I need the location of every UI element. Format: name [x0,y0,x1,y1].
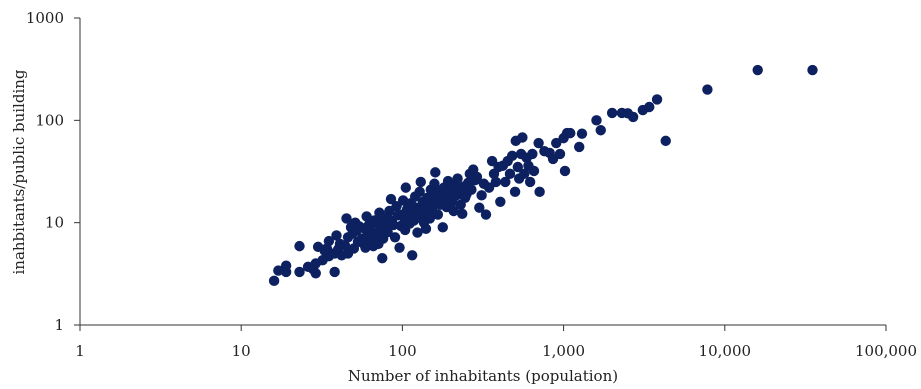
data-point [397,195,409,206]
data-point [576,128,588,139]
y-tick-label: 10 [45,214,64,232]
data-point [533,137,544,149]
data-point [752,64,763,76]
data-point [432,209,444,220]
data-point [507,150,518,162]
data-point [339,240,351,251]
data-point [504,168,516,180]
data-point [329,266,340,278]
data-point [385,193,397,205]
data-point [495,196,506,207]
data-point [591,115,602,126]
data-point [559,165,571,177]
data-point [457,208,468,220]
data-point [660,135,671,147]
data-point [490,176,502,188]
data-point [430,167,441,178]
data-point [574,141,585,153]
data-point [294,240,305,252]
data-point [406,250,418,261]
data-point [424,213,436,224]
data-point [420,223,432,235]
data-point [414,186,425,198]
data-point [331,230,342,241]
data-point [280,260,292,271]
data-point [528,165,540,177]
data-point [651,94,663,105]
x-tick-label: 10 [232,342,251,360]
data-point [627,111,639,123]
data-point [807,64,818,76]
data-point [400,182,412,193]
data-point [268,275,280,287]
tick-marks [74,17,887,331]
data-point [452,173,463,184]
data-point [565,127,576,139]
y-tick-label: 100 [35,111,64,129]
tick-labels: 1 10 100 1,000 10,000 100,000 1 10 100 1000 [26,9,917,360]
x-tick-label: 100 [388,342,417,360]
data-point [310,268,321,279]
data-points [268,64,818,287]
data-point [606,107,618,119]
data-point [415,176,426,188]
data-point [448,205,459,217]
data-point [519,168,530,180]
data-point [500,176,511,188]
x-tick-label: 10,000 [699,342,752,360]
y-axis-title: inahbitants/public building [10,69,28,274]
data-point [323,235,335,247]
data-point [527,148,538,160]
x-tick-label: 1 [75,342,85,360]
data-point [534,186,545,198]
data-point [412,227,423,238]
y-tick-label: 1 [54,316,64,334]
data-point [554,148,566,160]
data-point [273,265,284,276]
data-point [466,184,477,195]
x-tick-label: 1,000 [542,342,585,360]
data-point [361,211,372,222]
x-axis-title: Number of inhabitants (population) [348,367,618,385]
data-point [517,132,528,143]
data-point [437,222,448,233]
data-point [524,176,536,188]
data-point [512,161,524,173]
x-tick-label: 100,000 [855,342,917,360]
data-point [394,242,405,253]
data-point [509,186,521,198]
data-point [476,190,487,201]
data-point [595,125,606,136]
data-point [474,202,485,213]
data-point [389,232,401,243]
data-point [382,226,393,238]
data-point [341,213,352,224]
data-point [377,252,388,264]
axes [79,18,886,326]
data-point [471,171,483,183]
data-point [480,209,492,220]
data-point [294,266,305,278]
data-point [644,101,655,113]
data-point [551,137,562,149]
data-point [702,84,713,95]
data-point [388,219,399,231]
y-tick-label: 1000 [26,9,64,27]
